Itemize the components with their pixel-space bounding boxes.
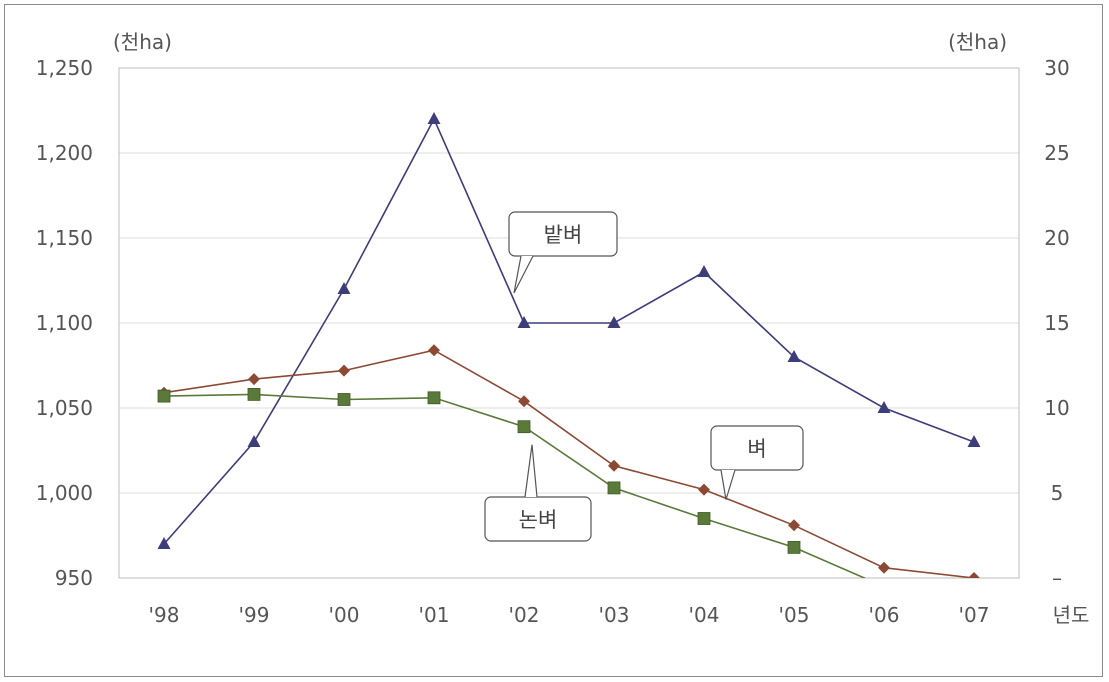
right-axis-ticks: – 5 10 15 20 25 30 [1044, 56, 1069, 590]
callout-pointer [720, 469, 736, 500]
series-diamond [158, 344, 980, 578]
x-tick-label: '02 [509, 603, 540, 627]
square-marker [427, 391, 441, 405]
square-marker [247, 387, 261, 401]
x-tick-label: '05 [779, 603, 810, 627]
callout-box [710, 425, 804, 471]
x-tick-label: '06 [869, 603, 900, 627]
x-axis-ticks: '98 '99 '00 '01 '02 '03 '04 '05 '06 '07 [149, 603, 990, 627]
diamond-marker [788, 519, 800, 532]
square-marker [787, 541, 801, 554]
triangle-marker [967, 435, 981, 447]
diamond-marker [248, 373, 260, 386]
x-tick-label: '01 [419, 603, 450, 627]
callout-label: 논벼 [519, 508, 558, 532]
right-tick-label: 30 [1044, 56, 1069, 80]
callout: 논벼 [484, 444, 592, 542]
diamond-marker [338, 364, 350, 377]
left-tick-label: 1,200 [36, 141, 93, 165]
diamond-marker [608, 459, 620, 472]
series-layer [157, 112, 981, 578]
callout-label: 밭벼 [544, 223, 583, 247]
x-tick-label: '07 [959, 603, 990, 627]
chart-frame: (천ha) (천ha) 년도 950 1,000 1,050 1,100 1,150 1,… [4, 4, 1103, 677]
diamond-marker [878, 561, 890, 574]
callout-box [508, 211, 618, 257]
triangle-marker [787, 350, 801, 362]
diamond-marker [968, 572, 980, 578]
line-chart: (천ha) (천ha) 년도 950 1,000 1,050 1,100 1,150 1,… [36, 30, 1090, 627]
left-tick-label: 1,000 [36, 481, 93, 505]
x-tick-label: '04 [689, 603, 720, 627]
left-tick-label: 1,150 [36, 226, 93, 250]
square-marker [517, 420, 531, 434]
series-line [163, 393, 867, 578]
callout-label: 벼 [747, 437, 766, 461]
series-triangle [157, 112, 981, 549]
callout-pointer [524, 444, 538, 498]
diamond-marker [518, 395, 530, 408]
right-axis-unit: (천ha) [948, 30, 1007, 54]
square-marker [337, 393, 351, 406]
x-axis-label: 년도 [1053, 603, 1090, 627]
right-tick-label: 10 [1044, 396, 1069, 420]
left-axis-unit: (천ha) [113, 30, 172, 54]
callout-box [484, 496, 592, 542]
triangle-marker [337, 282, 351, 294]
triangle-marker [247, 435, 261, 447]
left-tick-label: 1,050 [36, 396, 93, 420]
square-marker [157, 389, 171, 403]
x-tick-label: '03 [599, 603, 630, 627]
x-tick-label: '98 [149, 603, 180, 627]
series-line [163, 117, 975, 545]
triangle-marker [427, 112, 441, 124]
diamond-marker [698, 483, 710, 496]
diamond-marker [428, 344, 440, 357]
left-axis-ticks: 950 1,000 1,050 1,100 1,150 1,200 1,250 [36, 56, 93, 590]
plot-area [118, 67, 1020, 579]
right-tick-label: 20 [1044, 226, 1069, 250]
triangle-marker [157, 537, 171, 549]
callout: 밭벼 [508, 211, 618, 294]
left-tick-label: 950 [55, 566, 93, 590]
callout: 벼 [710, 425, 804, 500]
left-tick-label: 1,100 [36, 311, 93, 335]
left-tick-label: 1,250 [36, 56, 93, 80]
x-tick-label: '99 [239, 603, 270, 627]
square-marker [697, 512, 711, 525]
square-marker [607, 481, 621, 495]
series-line [163, 349, 975, 578]
right-tick-label: 15 [1044, 311, 1069, 335]
x-tick-label: '00 [329, 603, 360, 627]
series-square [157, 387, 867, 578]
right-tick-label: – [1052, 566, 1062, 590]
right-tick-label: 25 [1044, 141, 1069, 165]
triangle-marker [607, 316, 621, 328]
right-tick-label: 5 [1051, 481, 1064, 505]
triangle-marker [697, 265, 711, 277]
triangle-marker [877, 401, 891, 413]
callout-pointer [513, 255, 534, 294]
triangle-marker [517, 316, 531, 328]
